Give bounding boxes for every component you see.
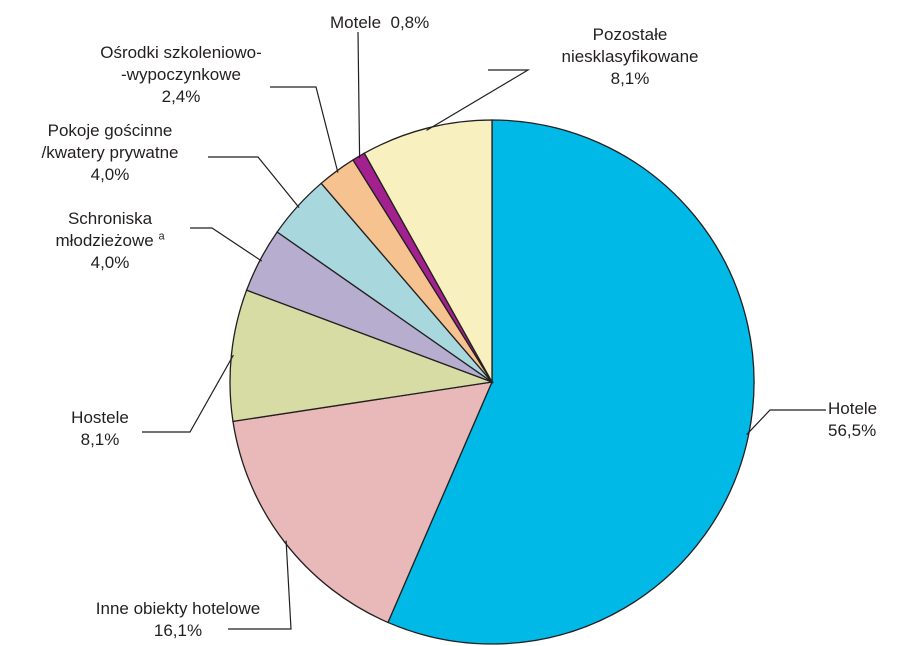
leader-inne (228, 540, 292, 630)
leader-pozostale (426, 69, 531, 131)
label-osrodki: Ośrodki szkoleniowo- -wypoczynkowe 2,4% (78, 42, 284, 108)
leader-pokoje (208, 156, 300, 208)
label-pokoje-name-2: /kwatery prywatne (41, 143, 179, 162)
label-hotele: Hotele 56,5% (828, 398, 877, 442)
slice-pozostale (363, 119, 493, 385)
label-pokoje-name-1: Pokoje gościnne (47, 121, 173, 140)
slice-inne (232, 381, 494, 624)
label-osrodki-name-2: -wypoczynkowe (121, 65, 241, 84)
label-hostele-name: Hostele (71, 408, 129, 427)
label-schroniska-name-2-text: młodzieżowe (55, 231, 154, 250)
label-inne: Inne obiekty hotelowe 16,1% (66, 598, 290, 642)
leader-schroniska (190, 227, 263, 262)
label-schroniska-name-1: Schroniska (67, 209, 153, 228)
label-pozostale: Pozostałe niesklasyfikowane 8,1% (530, 24, 730, 90)
label-hostele-value: 8,1% (80, 430, 120, 449)
label-motele-value: 0,8% (390, 13, 430, 32)
label-inne-name: Inne obiekty hotelowe (95, 599, 261, 618)
label-osrodki-value: 2,4% (161, 87, 201, 106)
label-hotele-name: Hotele (828, 399, 878, 418)
leader-hostele (142, 354, 234, 433)
label-pozostale-name-2: niesklasyfikowane (561, 47, 699, 66)
label-osrodki-name-1: Ośrodki szkoleniowo- (100, 43, 262, 62)
label-inne-value: 16,1% (153, 621, 203, 640)
label-schroniska: Schroniska młodzieżowe a 4,0% (30, 208, 190, 274)
footnote-marker: a (158, 230, 165, 243)
label-motele: Motele 0,8% (330, 12, 429, 34)
slice-hotele (387, 119, 755, 645)
pie-slices (229, 119, 755, 645)
leader-motele (357, 31, 361, 159)
label-pozostale-name-1: Pozostałe (592, 25, 668, 44)
leader-lines (142, 31, 826, 630)
leader-hotele (746, 409, 826, 436)
label-schroniska-name-2: młodzieżowe a (30, 230, 190, 252)
label-motele-name: Motele (330, 13, 382, 32)
label-pokoje: Pokoje gościnne /kwatery prywatne 4,0% (10, 120, 210, 186)
label-schroniska-value: 4,0% (90, 253, 130, 272)
slice-hostele (229, 289, 495, 423)
label-hostele: Hostele 8,1% (58, 407, 142, 451)
label-hotele-value: 56,5% (828, 421, 877, 440)
label-pozostale-value: 8,1% (610, 69, 650, 88)
label-pokoje-value: 4,0% (90, 165, 130, 184)
leader-osrodki (270, 86, 339, 173)
